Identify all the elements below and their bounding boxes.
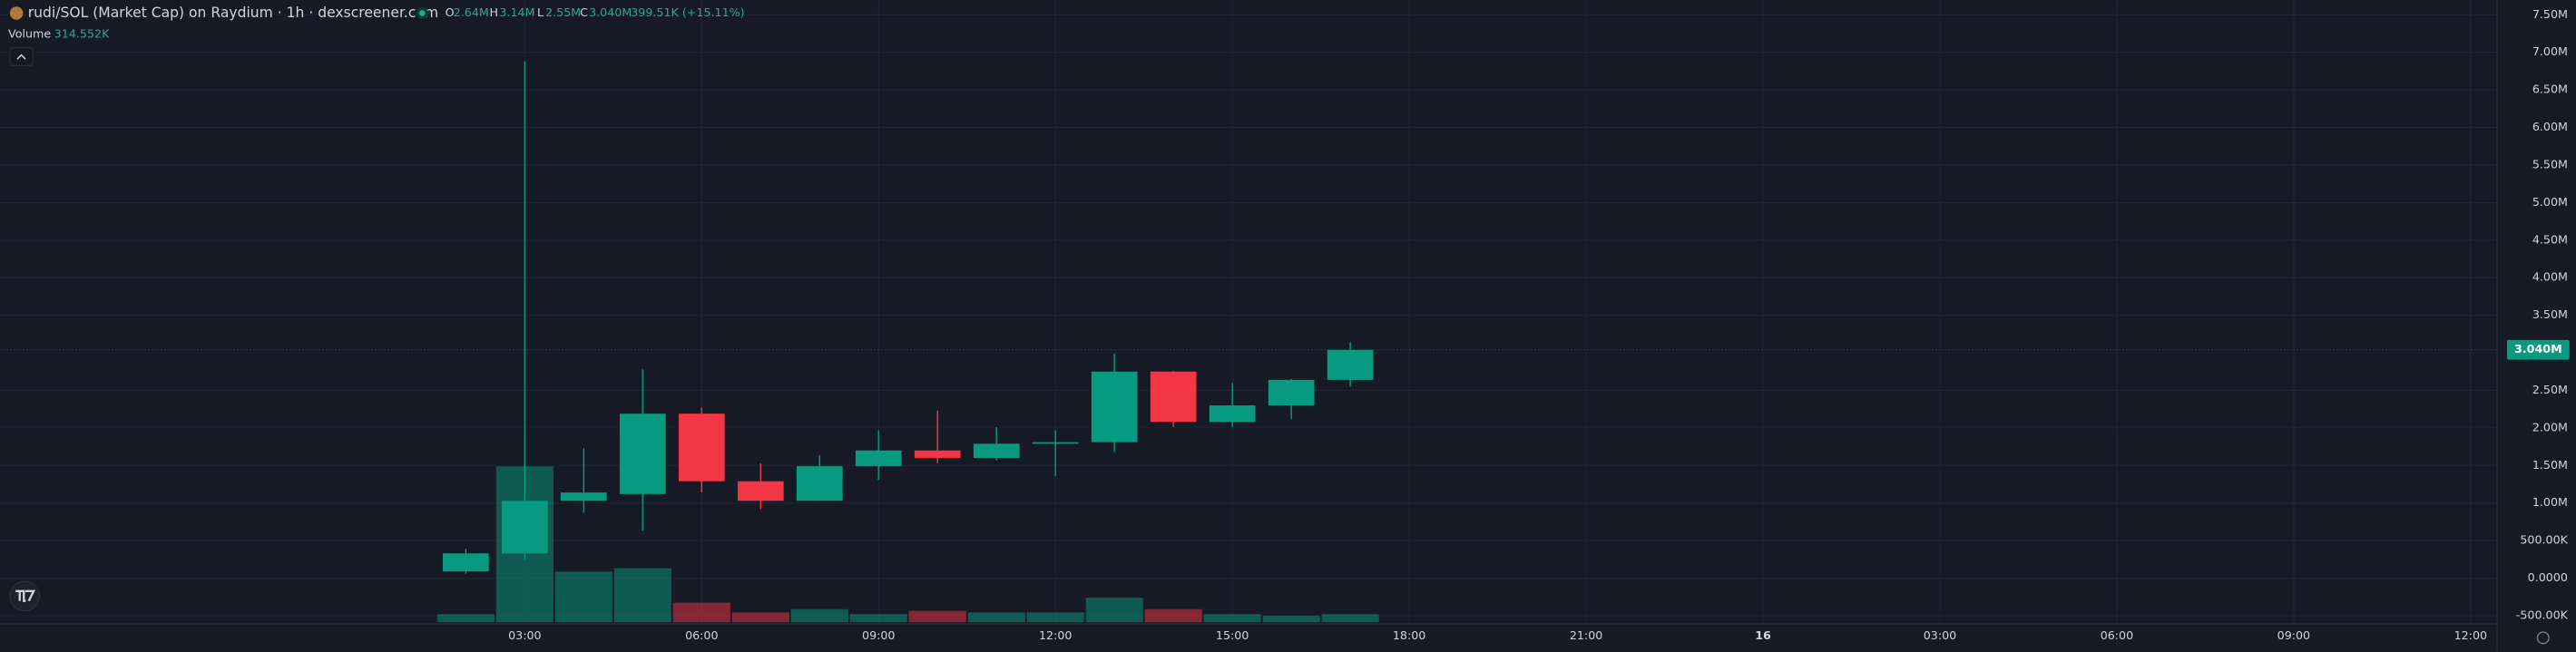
candle-body — [619, 414, 666, 494]
ohlc-value: 3.040M — [589, 5, 632, 19]
volume-bar — [613, 568, 671, 623]
y-tick-label: -500.00K — [2516, 608, 2569, 621]
volume-bar — [1262, 615, 1320, 623]
x-tick-label: 03:00 — [508, 628, 541, 642]
y-tick-label: 5.50M — [2532, 157, 2568, 170]
x-tick-label: 06:00 — [685, 628, 718, 642]
x-tick-label: 03:00 — [1924, 628, 1956, 642]
y-tick-label: 2.50M — [2532, 383, 2568, 396]
candle-body — [737, 481, 784, 501]
y-tick-label: 0.0000 — [2528, 570, 2568, 584]
x-tick-label: 18:00 — [1393, 628, 1425, 642]
last-price-tag — [2506, 339, 2570, 360]
candle-body — [914, 450, 961, 459]
volume-bar — [731, 612, 789, 623]
settings-button[interactable] — [2536, 631, 2550, 645]
volume-bar — [1144, 608, 1202, 623]
axes: -500.00K 0.0000 500.00K 1.00M 1.50M 2.00M 2.50… — [508, 7, 2570, 642]
volume-bar — [672, 602, 730, 623]
ohlc-label: H — [490, 5, 499, 19]
y-tick-label: 500.00K — [2520, 533, 2568, 547]
volume-bar — [967, 612, 1025, 623]
collapse-button[interactable] — [9, 46, 34, 67]
x-tick-label: 09:00 — [862, 628, 895, 642]
x-tick-label: 09:00 — [2277, 628, 2310, 642]
candle-body — [561, 492, 607, 501]
candle-body — [855, 450, 902, 467]
last-price-label: 3.040M — [2514, 342, 2562, 355]
x-tick-label: 12:00 — [2454, 628, 2487, 642]
ohlc-value: 2.55M — [545, 5, 581, 19]
volume-bar — [1203, 614, 1261, 623]
x-tick-label: 15:00 — [1216, 628, 1249, 642]
candle-body — [502, 501, 548, 554]
candle-body — [1268, 379, 1315, 406]
x-tick-label: 16 — [1755, 628, 1771, 642]
y-tick-label: 6.50M — [2532, 83, 2568, 96]
ohlc-value: 2.64M — [454, 5, 489, 19]
candle-body — [1209, 405, 1256, 423]
y-tick-label: 1.00M — [2532, 495, 2568, 509]
grid — [0, 0, 2498, 625]
ohlc-label: L — [537, 5, 544, 19]
volume-bar — [436, 614, 495, 623]
x-tick-label: 21:00 — [1570, 628, 1602, 642]
x-tick-label: 12:00 — [1039, 628, 1072, 642]
y-tick-label: 7.00M — [2532, 44, 2568, 58]
volume-bar — [554, 571, 612, 623]
candle-body — [1150, 371, 1197, 423]
volume-bar — [849, 614, 907, 623]
y-tick-label: 6.00M — [2532, 120, 2568, 133]
candle-body — [1091, 371, 1138, 443]
volume-bar — [1085, 598, 1143, 623]
candle-body — [973, 443, 1020, 459]
y-tick-label: 5.00M — [2532, 195, 2568, 209]
y-tick-label: 3.50M — [2532, 307, 2568, 321]
candle-body — [796, 466, 843, 501]
ohlc-change: 399.51K (+15.11%) — [631, 5, 744, 19]
ohlc-label: O — [446, 5, 455, 19]
candles — [443, 61, 1374, 574]
volume-bar — [1026, 612, 1084, 623]
x-tick-label: 06:00 — [2101, 628, 2133, 642]
y-tick-label: 7.50M — [2532, 7, 2568, 21]
candle-body — [1327, 349, 1374, 380]
y-tick-label: 4.00M — [2532, 270, 2568, 284]
tradingview-logo-mark — [15, 589, 36, 602]
y-tick-label: 4.50M — [2532, 232, 2568, 246]
volume-value: 314.552K — [54, 27, 110, 41]
candle-body — [678, 414, 725, 482]
ohlc-label: C — [580, 5, 588, 19]
y-tick-label: 1.50M — [2532, 458, 2568, 472]
y-tick-label: 2.00M — [2532, 420, 2568, 433]
volume-bar — [908, 610, 966, 623]
volume-bar — [1321, 614, 1379, 623]
volume-label: Volume — [8, 27, 51, 41]
candle-body — [1032, 442, 1079, 444]
volume-bar — [790, 608, 848, 623]
collapse-icon — [16, 54, 26, 60]
candle-body — [443, 553, 489, 572]
status-dot — [419, 10, 426, 16]
token-icon — [9, 6, 24, 20]
ohlc-value: 3.14M — [499, 5, 534, 19]
chart-title: rudi/SOL (Market Cap) on Raydium · 1h · … — [28, 5, 438, 21]
